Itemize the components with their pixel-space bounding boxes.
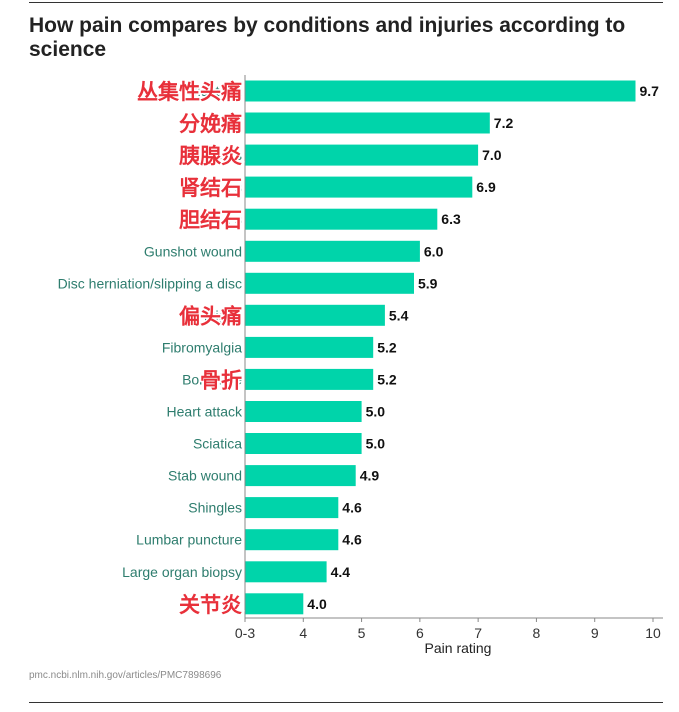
source-citation: pmc.ncbi.nlm.nih.gov/articles/PMC7898696	[29, 670, 222, 681]
category-label-10: Heart attack	[167, 404, 243, 420]
bar-10	[245, 401, 362, 422]
overlay-label-4: 胆结石	[179, 208, 242, 232]
value-label-1: 7.2	[494, 115, 514, 131]
bar-0	[245, 80, 636, 102]
value-label-3: 6.9	[476, 179, 496, 195]
bar-11	[245, 433, 362, 454]
bar-15	[245, 561, 327, 583]
value-label-16: 4.0	[307, 596, 327, 612]
overlay-label-0: 丛集性头痛	[137, 80, 242, 104]
bar-3	[245, 176, 473, 198]
overlay-label-3: 肾结石	[179, 176, 242, 200]
value-label-5: 6.0	[424, 243, 444, 259]
bar-14	[245, 529, 339, 551]
bar-4	[245, 208, 438, 230]
category-label-8: Fibromyalgia	[162, 339, 242, 355]
bottom-rule	[29, 702, 663, 703]
category-label-15: Large organ biopsy	[122, 564, 242, 580]
category-label-0: Clust... k	[188, 83, 243, 99]
bar-7	[245, 304, 385, 326]
value-label-13: 4.6	[342, 500, 362, 516]
value-label-11: 5.0	[366, 436, 386, 452]
value-label-7: 5.4	[389, 307, 409, 323]
overlay-label-6: 骨折	[200, 368, 242, 392]
value-label-14: 4.6	[342, 532, 362, 548]
bar-5	[245, 240, 420, 262]
category-label-2: ... s	[219, 147, 242, 163]
category-label-3: Ki... s	[207, 179, 242, 195]
value-label-6: 5.9	[418, 275, 438, 291]
value-label-8: 5.2	[377, 339, 397, 355]
overlay-label-1: 分娩痛	[179, 112, 242, 136]
x-tick-label-4: 7	[474, 625, 482, 641]
bar-1	[245, 112, 490, 134]
category-label-6: Disc herniation/slipping a disc	[58, 275, 242, 291]
bar-9	[245, 368, 374, 390]
value-label-10: 5.0	[366, 404, 386, 420]
value-label-4: 6.3	[441, 211, 461, 227]
x-tick-label-0: 0-3	[235, 625, 255, 641]
bar-2	[245, 144, 479, 166]
bar-8	[245, 336, 374, 358]
overlay-label-5: 偏头痛	[179, 304, 242, 328]
value-label-12: 4.9	[360, 468, 380, 484]
category-label-12: Stab wound	[168, 468, 242, 484]
category-label-13: Shingles	[188, 500, 242, 516]
x-tick-label-6: 9	[591, 625, 599, 641]
category-label-11: Sciatica	[193, 436, 242, 452]
overlay-label-7: 关节炎	[179, 593, 242, 617]
overlay-label-2: 胰腺炎	[179, 144, 242, 168]
x-tick-label-5: 8	[533, 625, 541, 641]
category-label-1: ... n	[219, 115, 242, 131]
category-label-14: Lumbar puncture	[136, 532, 242, 548]
top-rule	[29, 2, 663, 3]
category-label-5: Gunshot wound	[144, 243, 242, 259]
bar-6	[245, 272, 414, 294]
category-label-9: Bone ... e	[182, 371, 242, 387]
x-axis-title: Pain rating	[425, 640, 492, 656]
value-label-9: 5.2	[377, 371, 397, 387]
x-tick-label-1: 4	[299, 625, 307, 641]
value-label-2: 7.0	[482, 147, 502, 163]
value-label-15: 4.4	[331, 564, 351, 580]
bar-12	[245, 465, 356, 487]
bar-16	[245, 593, 304, 615]
category-label-7: Migr...	[204, 307, 242, 323]
chart-title: How pain compares by conditions and inju…	[29, 14, 626, 61]
bar-13	[245, 497, 339, 519]
category-label-4: ... s	[219, 211, 242, 227]
value-label-0: 9.7	[640, 83, 660, 99]
x-tick-label-3: 6	[416, 625, 424, 641]
x-tick-label-7: 10	[645, 625, 661, 641]
x-tick-label-2: 5	[358, 625, 366, 641]
